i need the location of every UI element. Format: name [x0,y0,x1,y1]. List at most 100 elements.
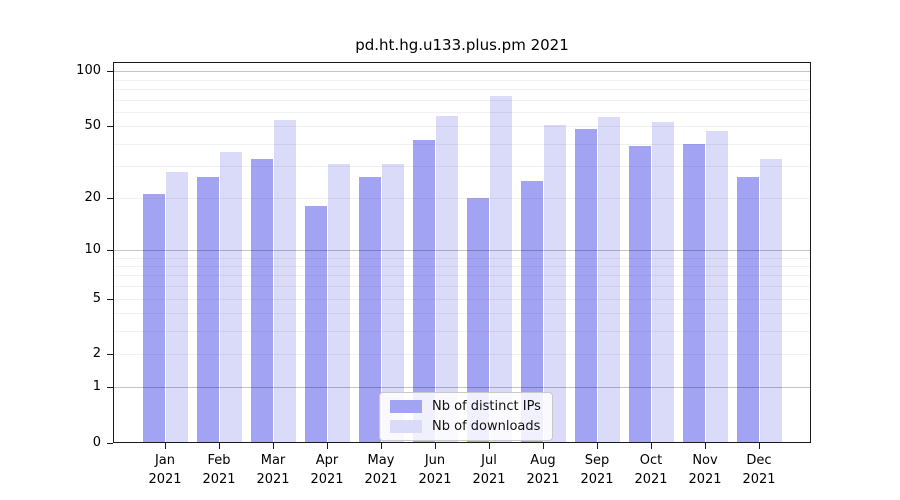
x-tick-month: Feb [207,453,231,468]
y-tick-label: 2 [92,346,101,362]
plot-area [113,62,811,443]
x-axis-tick [219,443,220,449]
x-axis-tick [705,443,706,449]
y-axis-tick [107,354,113,355]
x-tick-label: Mar 2021 [241,451,305,489]
y-tick-label: 100 [76,63,101,79]
x-tick-month: Sep [584,453,610,468]
y-axis-tick [107,198,113,199]
gridline-minor [114,143,810,145]
gridline-minor [114,257,810,259]
bar-nb-of-distinct-ips [520,180,543,442]
y-tick-label: 1 [92,379,101,395]
gridline-minor [114,111,810,113]
legend-item-nb-of-downloads: Nb of downloads [390,419,541,434]
gridline-minor [114,265,810,267]
y-axis-tick [107,443,113,444]
bar-nb-of-distinct-ips [574,129,597,442]
bar-nb-of-downloads [597,117,620,442]
legend-swatch-nb-of-distinct-ips [390,400,422,413]
legend-item-nb-of-distinct-ips: Nb of distinct IPs [390,399,541,414]
x-tick-month: Nov [692,453,718,468]
gridline-minor [114,313,810,315]
x-axis-tick [597,443,598,449]
bar-nb-of-distinct-ips [412,139,435,442]
gridline-minor [114,286,810,288]
x-tick-label: Jan 2021 [133,451,197,489]
gridline-major [114,387,810,389]
x-tick-year: 2021 [580,472,614,487]
x-tick-year: 2021 [202,472,236,487]
x-axis-tick [759,443,760,449]
x-axis-tick [273,443,274,449]
gridline-minor [114,331,810,333]
x-tick-label: Aug 2021 [511,451,575,489]
y-axis-tick [107,71,113,72]
gridline-minor [114,354,810,356]
x-tick-label: Sep 2021 [565,451,629,489]
bar-nb-of-downloads [651,121,674,442]
gridline-major [114,249,810,251]
x-tick-month: Apr [315,453,339,468]
bar-nb-of-distinct-ips [250,158,273,442]
bar-nb-of-distinct-ips [736,177,759,442]
x-tick-month: Mar [260,453,286,468]
bar-nb-of-distinct-ips [358,177,381,442]
gridline-major [114,71,810,73]
x-tick-year: 2021 [364,472,398,487]
x-tick-label: Dec 2021 [727,451,791,489]
x-tick-label: Nov 2021 [673,451,737,489]
x-tick-label: May 2021 [349,451,413,489]
bar-nb-of-downloads [705,131,728,442]
x-tick-month: Aug [530,453,556,468]
x-tick-year: 2021 [634,472,668,487]
bar-nb-of-downloads [273,120,296,442]
x-axis-tick [543,443,544,449]
x-tick-year: 2021 [472,472,506,487]
x-tick-label: Jun 2021 [403,451,467,489]
x-axis-tick [381,443,382,449]
y-axis-tick [107,250,113,251]
x-tick-label: Apr 2021 [295,451,359,489]
y-tick-label: 50 [84,118,101,134]
y-axis-tick [107,126,113,127]
x-tick-label: Jul 2021 [457,451,521,489]
bar-nb-of-distinct-ips [142,193,165,442]
gridline-minor [114,126,810,128]
legend: Nb of distinct IPs Nb of downloads [379,392,553,441]
gridline-minor [114,79,810,81]
y-axis-tick [107,299,113,300]
x-tick-year: 2021 [310,472,344,487]
x-tick-year: 2021 [418,472,452,487]
gridline-minor [114,88,810,90]
bar-nb-of-distinct-ips [304,205,327,442]
x-tick-month: Dec [746,453,772,468]
x-tick-year: 2021 [742,472,776,487]
x-tick-month: Oct [639,453,663,468]
x-axis-tick [489,443,490,449]
x-tick-month: Jun [424,453,446,468]
y-tick-label: 5 [92,290,101,306]
bar-nb-of-downloads [435,115,458,442]
x-tick-year: 2021 [256,472,290,487]
chart-title: pd.ht.hg.u133.plus.pm 2021 [355,36,569,54]
x-axis-tick [651,443,652,449]
bar-nb-of-downloads [381,163,404,442]
bar-nb-of-distinct-ips [682,143,705,442]
bar-nb-of-distinct-ips [196,177,219,442]
y-axis-tick [107,387,113,388]
legend-swatch-nb-of-downloads [390,420,422,433]
legend-label: Nb of downloads [432,419,541,434]
x-tick-month: Jan [154,453,176,468]
bar-nb-of-downloads [327,163,350,442]
x-tick-year: 2021 [688,472,722,487]
bar-nb-of-downloads [219,152,242,442]
legend-label: Nb of distinct IPs [432,399,541,414]
gridline-minor [114,197,810,199]
bar-nb-of-distinct-ips [466,197,489,442]
x-axis-tick [435,443,436,449]
x-tick-year: 2021 [526,472,560,487]
x-axis-tick [165,443,166,449]
y-tick-label: 10 [84,241,101,257]
